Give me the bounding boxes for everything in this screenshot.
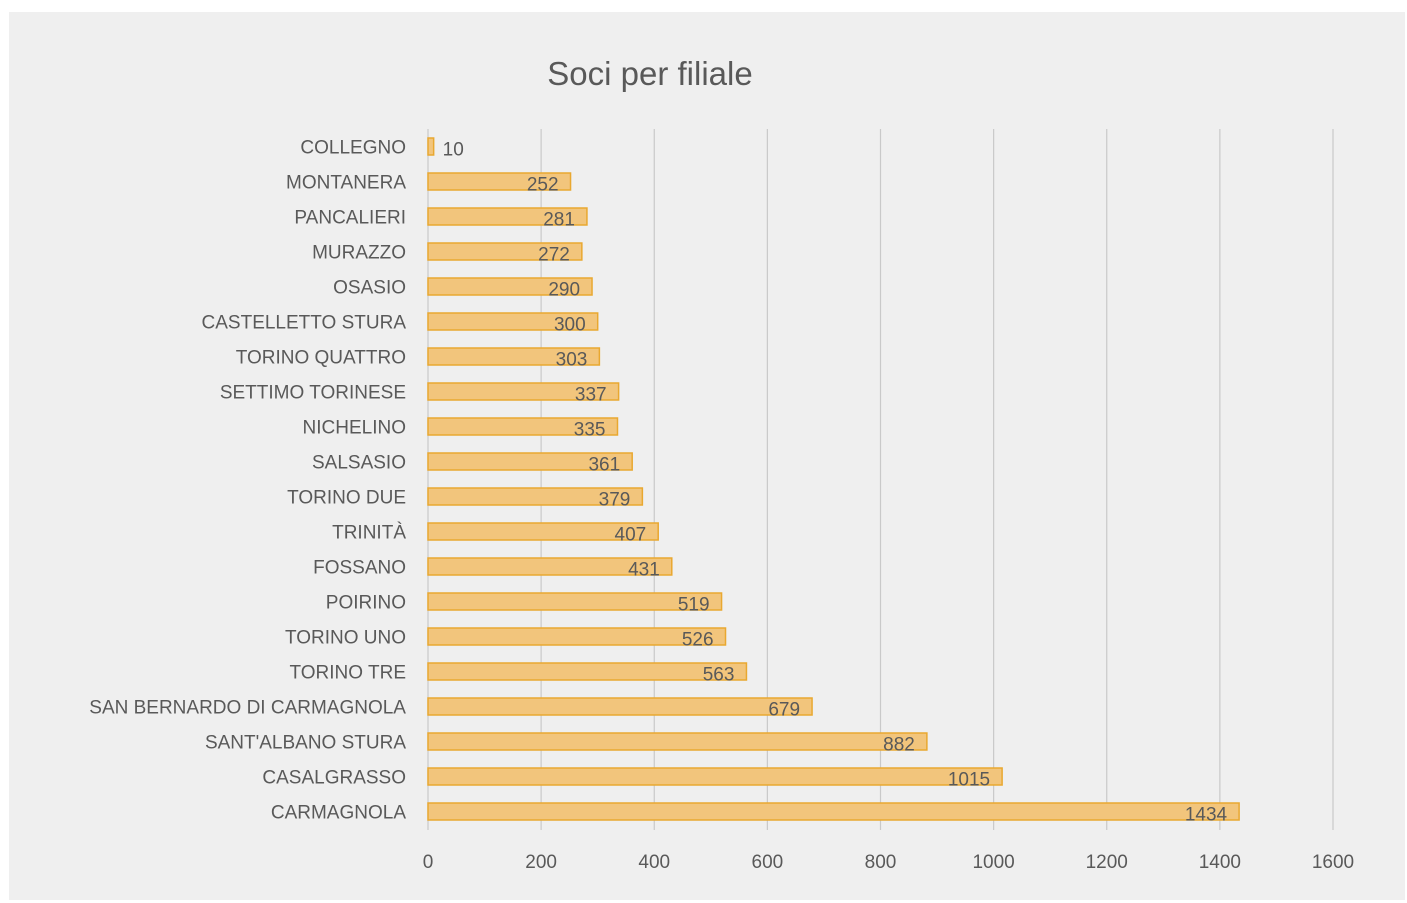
category-label: MONTANERA xyxy=(286,173,406,194)
category-label: SANT'ALBANO STURA xyxy=(205,733,406,754)
category-label: CASTELLETTO STURA xyxy=(202,313,407,334)
category-label: PANCALIERI xyxy=(294,208,406,229)
x-tick-label: 1400 xyxy=(1199,852,1241,873)
bar xyxy=(427,207,588,226)
category-label: SAN BERNARDO DI CARMAGNOLA xyxy=(89,698,406,719)
bar xyxy=(427,767,1003,786)
x-tick-label: 1200 xyxy=(1086,852,1128,873)
category-label: TORINO UNO xyxy=(285,628,406,649)
data-label: 335 xyxy=(574,420,606,441)
bar xyxy=(427,592,723,611)
category-label: SETTIMO TORINESE xyxy=(220,383,406,404)
bar xyxy=(427,172,572,191)
bar xyxy=(427,732,928,751)
bar xyxy=(427,487,644,506)
bar xyxy=(427,557,673,576)
data-label: 679 xyxy=(768,700,800,721)
data-label: 290 xyxy=(548,280,580,301)
chart-title: Soci per filiale xyxy=(547,55,753,92)
category-label: FOSSANO xyxy=(313,558,406,579)
data-label: 361 xyxy=(588,455,620,476)
x-tick-label: 400 xyxy=(638,852,670,873)
data-label: 1015 xyxy=(948,770,990,791)
bar xyxy=(427,662,748,681)
data-label: 431 xyxy=(628,560,660,581)
bar xyxy=(427,137,435,156)
x-tick-label: 0 xyxy=(423,852,434,873)
category-label: CARMAGNOLA xyxy=(271,803,406,824)
bar xyxy=(427,277,593,296)
data-label: 272 xyxy=(538,245,570,266)
category-label: POIRINO xyxy=(326,593,406,614)
data-label: 10 xyxy=(443,140,464,161)
category-label: COLLEGNO xyxy=(300,138,406,159)
bar xyxy=(427,417,619,436)
data-label: 519 xyxy=(678,595,710,616)
data-label: 379 xyxy=(599,490,631,511)
data-label: 337 xyxy=(575,385,607,406)
chart-area xyxy=(9,12,1405,900)
x-tick-label: 800 xyxy=(865,852,897,873)
category-label: OSASIO xyxy=(333,278,406,299)
category-label: TRINITÀ xyxy=(332,523,406,544)
data-label: 407 xyxy=(615,525,647,546)
category-label: SALSASIO xyxy=(312,453,406,474)
bar xyxy=(427,697,813,716)
bar xyxy=(427,627,727,646)
x-tick-label: 600 xyxy=(752,852,784,873)
data-label: 281 xyxy=(543,210,575,231)
bar xyxy=(427,242,583,261)
bar xyxy=(427,802,1240,821)
bar xyxy=(427,522,659,541)
bar xyxy=(427,452,633,471)
data-label: 252 xyxy=(527,175,559,196)
category-label: CASALGRASSO xyxy=(262,768,406,789)
data-label: 882 xyxy=(883,735,915,756)
data-label: 563 xyxy=(703,665,735,686)
data-label: 1434 xyxy=(1185,805,1228,826)
bar xyxy=(427,312,599,331)
data-label: 300 xyxy=(554,315,586,336)
data-label: 526 xyxy=(682,630,714,651)
category-label: TORINO QUATTRO xyxy=(236,348,406,369)
bar xyxy=(427,347,601,366)
x-tick-label: 1000 xyxy=(972,852,1014,873)
category-label: TORINO TRE xyxy=(290,663,406,684)
category-label: MURAZZO xyxy=(312,243,406,264)
data-label: 303 xyxy=(556,350,588,371)
x-tick-label: 200 xyxy=(525,852,557,873)
bar xyxy=(427,382,620,401)
category-label: NICHELINO xyxy=(303,418,406,439)
category-label: TORINO DUE xyxy=(287,488,406,509)
x-tick-label: 1600 xyxy=(1312,852,1354,873)
